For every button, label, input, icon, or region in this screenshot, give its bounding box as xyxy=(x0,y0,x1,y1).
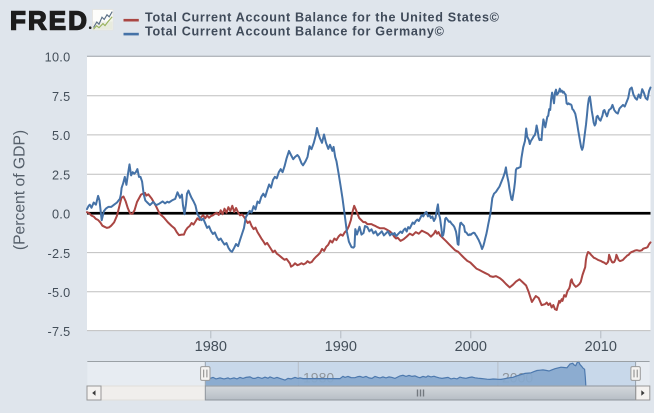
svg-text:Total Current Account Balance: Total Current Account Balance for the Un… xyxy=(145,10,500,24)
svg-text:(Percent of GDP): (Percent of GDP) xyxy=(12,130,29,250)
svg-text:2.5: 2.5 xyxy=(52,168,71,182)
svg-text:1980: 1980 xyxy=(195,339,227,355)
svg-text:-2.5: -2.5 xyxy=(47,247,70,261)
svg-text:2010: 2010 xyxy=(585,339,617,355)
svg-text:5.0: 5.0 xyxy=(52,129,71,143)
svg-text:FRED: FRED xyxy=(10,8,89,36)
svg-text:10.0: 10.0 xyxy=(45,51,71,65)
svg-text:-5.0: -5.0 xyxy=(47,286,70,300)
svg-text:-7.5: -7.5 xyxy=(47,325,70,339)
svg-text:1990: 1990 xyxy=(325,339,357,355)
svg-text:0.0: 0.0 xyxy=(52,208,71,222)
svg-text:7.5: 7.5 xyxy=(52,90,71,104)
svg-text:2000: 2000 xyxy=(455,339,487,355)
svg-text:Total Current Account Balance: Total Current Account Balance for German… xyxy=(145,24,445,38)
